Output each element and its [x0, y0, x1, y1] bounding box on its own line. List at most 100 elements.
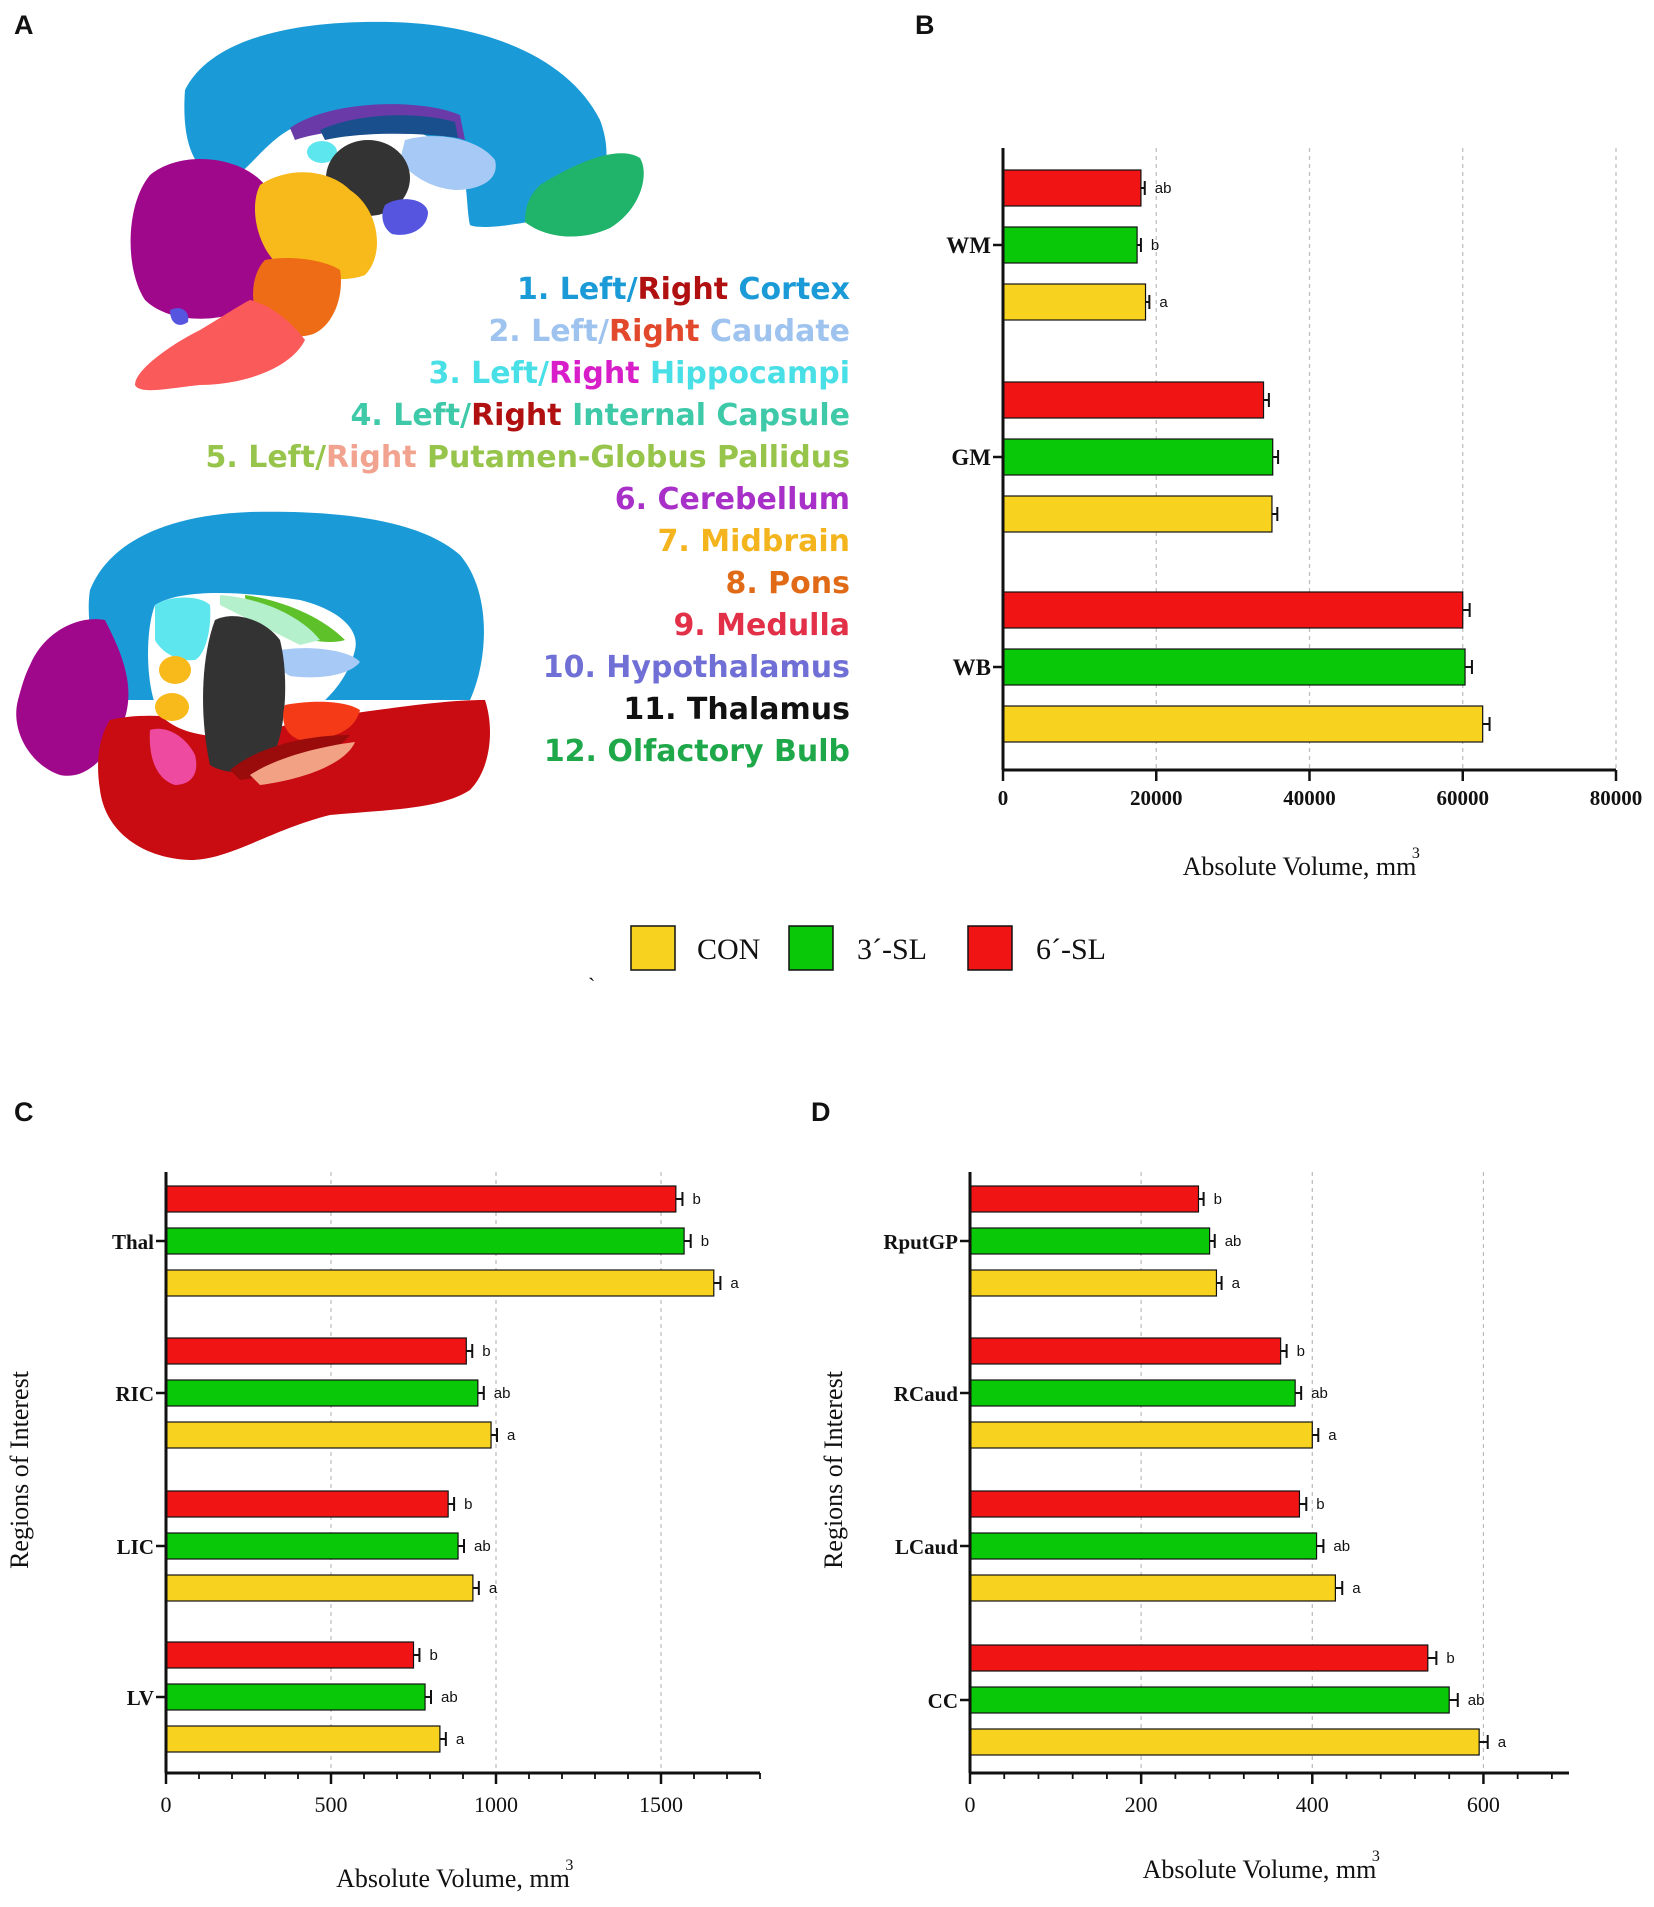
region-legend-text: Caudate	[700, 314, 850, 349]
region-legend-text: 5. Left/	[206, 440, 327, 475]
bar-lv-sl3	[166, 1684, 425, 1710]
region-legend-item: 6. Cerebellum	[0, 482, 850, 517]
region-legend-item: 3. Left/Right Hippocampi	[0, 356, 850, 391]
bar-gm-con	[1003, 496, 1272, 532]
region-legend-text: 12. Olfactory Bulb	[544, 734, 850, 769]
bar-thal-sl6	[166, 1186, 676, 1212]
panel-label-b: B	[915, 10, 935, 41]
x-tick-label: 20000	[1130, 786, 1183, 810]
bar-rcaud-sl6	[970, 1338, 1281, 1364]
y-tick-label: WB	[953, 655, 991, 680]
x-tick-label: 600	[1467, 1792, 1500, 1817]
significance-letter: b	[701, 1233, 709, 1250]
bar-ric-sl6	[166, 1338, 466, 1364]
significance-letter: ab	[1311, 1385, 1328, 1402]
region-legend-text: 10. Hypothalamus	[543, 650, 850, 685]
legend-swatch-sl6	[968, 926, 1012, 970]
x-tick-label: 60000	[1437, 786, 1490, 810]
bar-lcaud-sl3	[970, 1533, 1317, 1559]
x-tick-label: 500	[315, 1792, 348, 1817]
bar-gm-sl6	[1003, 382, 1264, 418]
region-legend-text: Right	[471, 398, 562, 433]
bar-wm-con	[1003, 284, 1146, 320]
y-tick-label: RIC	[115, 1382, 154, 1406]
x-tick-label: 200	[1125, 1792, 1158, 1817]
region-legend-text: 11. Thalamus	[623, 692, 850, 727]
panel-label-d: D	[811, 1097, 831, 1128]
x-tick-label: 1500	[639, 1792, 683, 1817]
region-legend-text: Right	[326, 440, 417, 475]
y-tick-label: RCaud	[894, 1382, 959, 1406]
significance-letter: ab	[1333, 1538, 1350, 1555]
bar-wm-sl6	[1003, 170, 1141, 206]
region-legend-item: 2. Left/Right Caudate	[0, 314, 850, 349]
x-tick-label: 400	[1296, 1792, 1329, 1817]
significance-letter: b	[482, 1343, 490, 1360]
significance-letter: a	[1159, 294, 1168, 311]
region-legend-text: Right	[549, 356, 640, 391]
bar-thal-sl3	[166, 1228, 684, 1254]
bar-rcaud-sl3	[970, 1380, 1295, 1406]
legend-swatch-con	[631, 926, 675, 970]
bar-gm-sl3	[1003, 439, 1273, 475]
region-legend-item: 12. Olfactory Bulb	[0, 734, 850, 769]
bar-lcaud-sl6	[970, 1491, 1299, 1517]
legend-swatch-sl3	[789, 926, 833, 970]
bar-rputgp-sl6	[970, 1186, 1198, 1212]
region-legend-text: 8. Pons	[725, 566, 850, 601]
x-tick-label: 0	[998, 786, 1009, 810]
bar-ric-con	[166, 1422, 491, 1448]
x-axis-label: Absolute Volume, mm	[1183, 852, 1417, 881]
bar-thal-con	[166, 1270, 714, 1296]
bar-wb-sl6	[1003, 592, 1463, 628]
y-tick-label: LV	[127, 1686, 154, 1710]
significance-letter: a	[1352, 1580, 1361, 1597]
significance-letter: b	[692, 1191, 700, 1208]
region-legend-item: 9. Medulla	[0, 608, 850, 643]
significance-letter: b	[1151, 237, 1159, 254]
region-legend-text: Hippocampi	[640, 356, 850, 391]
x-tick-label: 1000	[474, 1792, 518, 1817]
y-axis-label: Regions of Interest	[5, 1370, 34, 1569]
significance-letter: a	[730, 1275, 739, 1292]
significance-letter: b	[429, 1647, 437, 1664]
region-legend-item: 10. Hypothalamus	[0, 650, 850, 685]
legend-label-sl3: 3´-SL	[857, 933, 927, 966]
x-tick-label: 0	[161, 1792, 172, 1817]
bar-wb-con	[1003, 706, 1483, 742]
legend-label-sl6: 6´-SL	[1036, 933, 1106, 966]
significance-letter: b	[464, 1496, 472, 1513]
y-axis-label: Regions of Interest	[819, 1370, 848, 1569]
region-legend-text: Internal Capsule	[562, 398, 850, 433]
bar-lv-con	[166, 1726, 440, 1752]
region-legend-text: Right	[638, 272, 729, 307]
region-legend-text: Right	[609, 314, 700, 349]
panel-label-c: C	[14, 1097, 34, 1128]
bar-rcaud-con	[970, 1422, 1312, 1448]
y-tick-label: CC	[928, 1689, 958, 1713]
significance-letter: ab	[494, 1385, 511, 1402]
x-axis-label-superscript: 3	[1412, 845, 1420, 862]
bar-cc-sl6	[970, 1645, 1428, 1671]
significance-letter: b	[1214, 1191, 1222, 1208]
significance-letter: ab	[1468, 1692, 1485, 1709]
x-axis-label-superscript: 3	[1372, 1848, 1380, 1865]
y-tick-label: WM	[946, 233, 991, 258]
region-legend-item: 7. Midbrain	[0, 524, 850, 559]
chart-d: b ab a RputGP b ab a RCaud b ab a LCaud b ab a CC 0 200 40…	[819, 1172, 1569, 1884]
region-legend-item: 11. Thalamus	[0, 692, 850, 727]
y-tick-label: RputGP	[883, 1230, 958, 1254]
significance-letter: b	[1446, 1650, 1454, 1667]
x-axis-label: Absolute Volume, mm	[336, 1864, 570, 1893]
bar-lic-con	[166, 1575, 473, 1601]
x-tick-label: 40000	[1283, 786, 1336, 810]
bar-cc-con	[970, 1729, 1479, 1755]
y-tick-label: LIC	[117, 1535, 154, 1559]
x-axis-label: Absolute Volume, mm	[1143, 1855, 1377, 1884]
legend-label-con: CON	[697, 933, 760, 966]
x-axis-label-superscript: 3	[565, 1857, 573, 1874]
bar-cc-sl3	[970, 1687, 1449, 1713]
bar-wm-sl3	[1003, 227, 1137, 263]
chart-c: bbaThalbabaRICbabaLICbabaLV0 500 1000 1500A…	[5, 1172, 760, 1893]
bar-rputgp-con	[970, 1270, 1216, 1296]
